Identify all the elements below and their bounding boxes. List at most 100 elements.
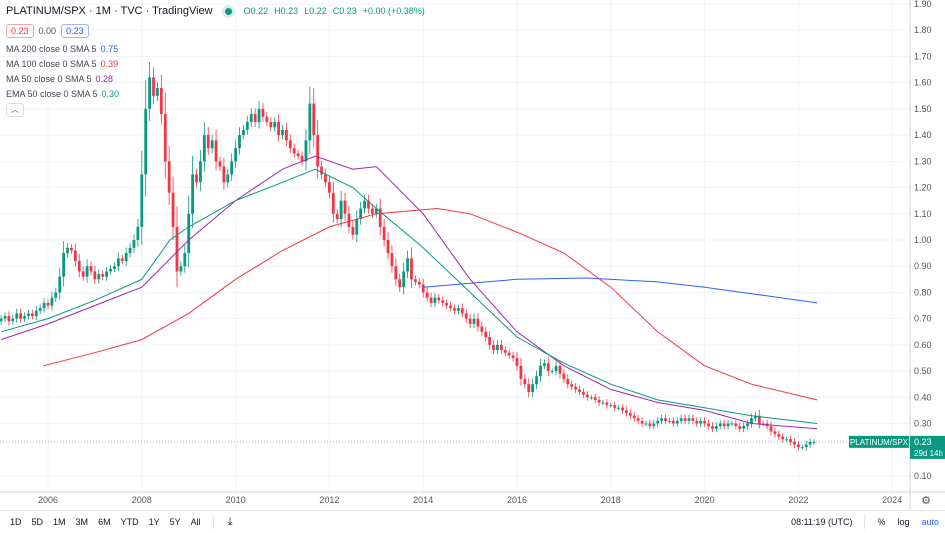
candle xyxy=(281,125,284,140)
candle xyxy=(601,399,605,406)
percent-toggle[interactable]: % xyxy=(877,517,886,527)
candle xyxy=(261,103,265,122)
candle xyxy=(468,313,472,329)
candle xyxy=(367,194,370,214)
candle-body xyxy=(124,253,128,261)
candle-body xyxy=(640,420,644,424)
candle xyxy=(339,190,343,228)
indicator-1[interactable]: MA 100 close 0 SMA 5 0.39 xyxy=(6,59,425,69)
indicator-0[interactable]: MA 200 close 0 SMA 5 0.75 xyxy=(6,44,425,54)
indicator-2[interactable]: MA 50 close 0 SMA 5 0.28 xyxy=(6,74,425,84)
candle-body xyxy=(769,426,773,432)
candle xyxy=(66,243,69,258)
range-button[interactable]: 1D xyxy=(10,517,22,527)
price-chart[interactable]: 1.90 1.80 1.70 1.60 1.50 1.40 1.30 1.20 1.10 1.00… xyxy=(0,0,945,510)
candle-body xyxy=(15,313,19,319)
y-tick-label: 1.40 xyxy=(914,130,932,140)
candle-body xyxy=(413,279,417,282)
candle-body xyxy=(562,373,566,379)
candle-body xyxy=(429,297,433,303)
y-tick-label: 0.90 xyxy=(914,261,932,271)
candle xyxy=(120,254,124,265)
candle xyxy=(417,278,421,288)
indicator-3[interactable]: EMA 50 close 0 SMA 5 0.30 xyxy=(6,89,425,99)
candle-body xyxy=(492,344,495,351)
indicator-label: MA 50 close 0 SMA 5 xyxy=(6,74,92,84)
candle xyxy=(191,156,195,229)
candle-body xyxy=(230,161,234,175)
candle-body xyxy=(566,378,570,385)
candle-body xyxy=(144,108,148,175)
candle-body xyxy=(269,121,273,128)
candle-body xyxy=(292,148,296,154)
ma50-line xyxy=(0,155,818,430)
candle-body xyxy=(808,441,812,445)
candle-body xyxy=(202,135,206,162)
sell-price-button[interactable]: 0.23 xyxy=(6,24,34,38)
candle xyxy=(535,370,538,390)
x-tick-label: 2022 xyxy=(788,495,808,505)
range-button[interactable]: All xyxy=(190,517,201,527)
collapse-legend-button[interactable]: ︿ xyxy=(6,103,24,117)
candle xyxy=(148,62,152,121)
candle xyxy=(257,101,261,129)
candle xyxy=(578,385,581,396)
candle xyxy=(574,383,578,393)
candle-body xyxy=(621,407,624,411)
candle-body xyxy=(777,434,781,437)
symbol-title[interactable]: PLATINUM/SPX · 1M · TVC · TradingView xyxy=(6,5,213,17)
candle-body xyxy=(593,397,597,400)
candle xyxy=(230,153,234,181)
range-button[interactable]: 5D xyxy=(31,517,44,527)
candle xyxy=(382,219,386,247)
candle xyxy=(183,245,187,273)
candle xyxy=(726,419,730,430)
candle xyxy=(503,346,507,357)
candle-body xyxy=(312,103,316,136)
candle-body xyxy=(503,350,507,353)
x-tick-label: 2020 xyxy=(695,495,715,505)
candle-body xyxy=(558,365,562,374)
candle xyxy=(374,203,378,218)
candle xyxy=(42,298,46,313)
x-tick-label: 2010 xyxy=(226,495,246,505)
candle xyxy=(202,121,206,172)
candle xyxy=(742,422,746,433)
candle-body xyxy=(574,386,578,390)
range-button[interactable]: 5Y xyxy=(169,517,181,527)
candle xyxy=(496,340,499,355)
range-button[interactable]: 6M xyxy=(98,517,111,527)
candle-body xyxy=(390,253,394,267)
candle xyxy=(812,439,816,445)
candle xyxy=(777,430,781,441)
indicator-value: 0.39 xyxy=(100,59,119,69)
candle-body xyxy=(308,103,312,141)
auto-toggle[interactable]: auto xyxy=(921,517,939,527)
range-button[interactable]: YTD xyxy=(120,517,139,527)
ohlc-change: +0.00 (+0.38%) xyxy=(362,6,425,16)
candle-body xyxy=(613,405,617,408)
divider xyxy=(864,515,866,529)
candle-body xyxy=(378,208,382,227)
settings-gear-icon[interactable]: ⚙ xyxy=(921,495,931,507)
candle xyxy=(441,296,445,307)
candle-body xyxy=(441,300,445,303)
log-toggle[interactable]: log xyxy=(897,517,910,527)
candle xyxy=(656,417,660,427)
candle-body xyxy=(234,148,237,162)
clock-time[interactable]: 08:11:19 (UTC) xyxy=(791,517,853,527)
candle xyxy=(413,275,417,286)
goto-date-icon[interactable]: ⤓ xyxy=(227,515,233,528)
candle xyxy=(582,388,585,399)
candle xyxy=(546,357,550,377)
candle xyxy=(640,417,644,427)
buy-price-button[interactable]: 0.23 xyxy=(61,24,89,38)
candle xyxy=(394,258,398,286)
range-button[interactable]: 3M xyxy=(75,517,89,527)
range-button[interactable]: 1Y xyxy=(148,517,160,527)
candle xyxy=(761,420,765,427)
range-button[interactable]: 1M xyxy=(53,517,66,527)
candle xyxy=(210,134,214,154)
candle-body xyxy=(328,182,331,193)
candle-body xyxy=(253,114,257,122)
